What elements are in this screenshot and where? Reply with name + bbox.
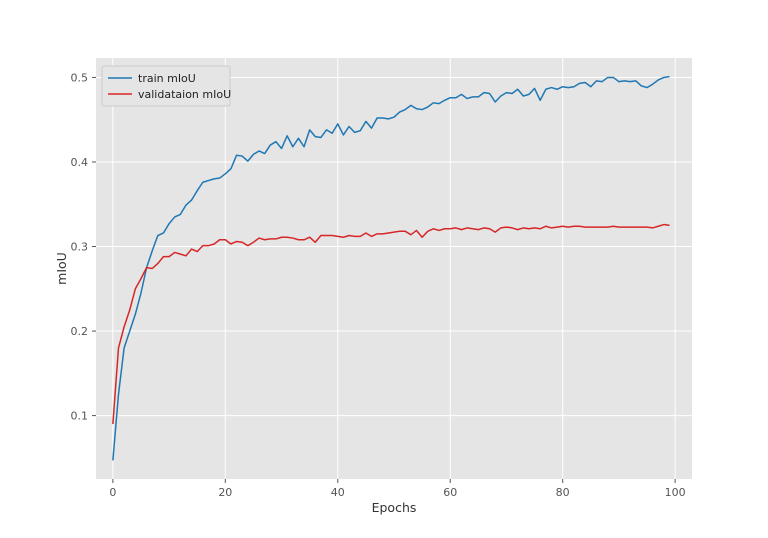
x-axis-label: Epochs (372, 500, 417, 515)
grid-lines (96, 58, 692, 479)
x-tick-label: 60 (443, 486, 457, 499)
y-axis-label: mIoU (54, 252, 69, 285)
x-tick-label: 20 (218, 486, 232, 499)
y-tick-label: 0.4 (71, 156, 89, 169)
y-tick-label: 0.5 (71, 71, 89, 84)
x-tick-label: 40 (331, 486, 345, 499)
validation-miou-line (112, 223, 670, 425)
y-tick-label: 0.3 (71, 241, 89, 254)
legend-box (101, 65, 231, 107)
series-layer (112, 75, 670, 461)
plot-area (96, 58, 692, 479)
legend-entry-train: train mIoU (138, 72, 196, 85)
y-tick-label: 0.2 (71, 325, 89, 338)
legend-entry-validation: validataion mIoU (138, 88, 231, 101)
tick-labels: 0 20 40 60 80 100 0.1 0.2 0.3 0.4 0.5 (71, 71, 686, 499)
x-tick-label: 100 (665, 486, 686, 499)
train-miou-line (112, 75, 670, 461)
y-tick-label: 0.1 (71, 410, 89, 423)
x-tick-label: 0 (109, 486, 116, 499)
legend: train mIoU validataion mIoU (101, 65, 231, 107)
x-tick-label: 80 (556, 486, 570, 499)
